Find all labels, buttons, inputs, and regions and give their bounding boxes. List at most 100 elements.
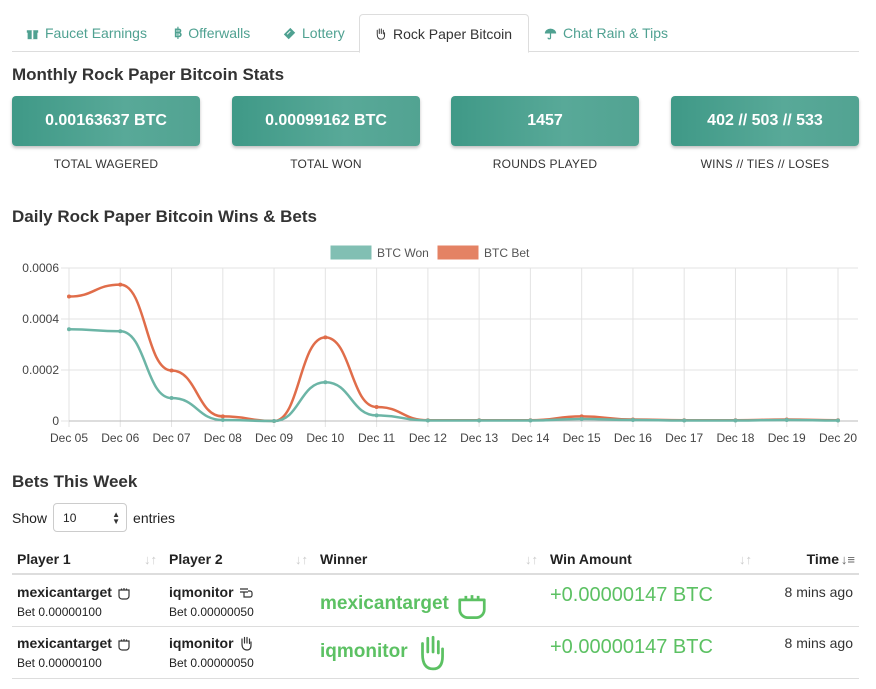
time-cell: 8 mins ago [784, 635, 853, 651]
hand-scissors-icon [239, 588, 253, 598]
player1-name[interactable]: mexicantarget [17, 584, 112, 600]
y-tick-label: 0.0004 [22, 312, 59, 326]
table-row: mexicantarget Bet 0.00000100 iqmonitor B… [12, 576, 859, 627]
player1-cell: mexicantarget [17, 635, 132, 651]
winner-name[interactable]: mexicantarget [320, 593, 449, 614]
entries-label: entries [133, 509, 176, 526]
stat-label: TOTAL WAGERED [53, 157, 159, 171]
x-tick-label: Dec 10 [306, 431, 344, 445]
data-point [169, 368, 174, 373]
column-header-time[interactable]: Time [806, 551, 839, 567]
chart-title: Daily Rock Paper Bitcoin Wins & Bets [12, 207, 317, 226]
data-point [272, 419, 277, 423]
x-tick-label: Dec 15 [563, 431, 601, 445]
sort-icon[interactable]: ↓↑ [144, 552, 157, 567]
player2-name[interactable]: iqmonitor [169, 635, 234, 651]
data-point [67, 294, 71, 299]
data-point [323, 335, 328, 340]
column-header-player1[interactable]: Player 1 [17, 551, 71, 567]
x-tick-label: Dec 18 [716, 431, 754, 445]
stat-value: 0.00163637 BTC [12, 96, 200, 146]
x-tick-label: Dec 16 [614, 431, 652, 445]
hand-rock-icon [458, 595, 486, 619]
data-point [579, 416, 584, 421]
stat-value: 402 // 503 // 533 [671, 96, 859, 146]
column-header-win-amount[interactable]: Win Amount [550, 551, 632, 567]
player1-cell: mexicantarget [17, 584, 132, 600]
x-tick-label: Dec 17 [665, 431, 703, 445]
bets-title: Bets This Week [12, 472, 138, 491]
x-tick-label: Dec 07 [153, 431, 191, 445]
data-point [528, 418, 533, 423]
tab-rock-paper-bitcoin[interactable]: Rock Paper Bitcoin [359, 14, 529, 53]
entries-select[interactable]: 10 ▲ ▼ [53, 503, 128, 532]
legend-label: BTC Won [377, 246, 429, 260]
stat-total-won: 0.00099162 BTC TOTAL WON [232, 96, 420, 171]
data-point [118, 282, 123, 287]
tab-faucet-earnings[interactable]: Faucet Earnings [12, 14, 161, 52]
data-point [374, 413, 379, 418]
table-row: mexicantarget Bet 0.00000100 iqmonitor B… [12, 628, 859, 679]
tab-lottery[interactable]: Lottery [269, 14, 359, 52]
data-point [169, 396, 174, 401]
time-cell: 8 mins ago [784, 584, 853, 600]
hand-paper-icon [240, 636, 252, 651]
x-tick-label: Dec 05 [50, 431, 88, 445]
stat-value: 1457 [451, 96, 639, 146]
data-point [733, 418, 738, 423]
sort-icon[interactable]: ↓↑ [525, 552, 538, 567]
winner-cell: mexicantarget [320, 589, 489, 619]
bitcoin-icon: ฿ [174, 25, 183, 40]
column-header-player2[interactable]: Player 2 [169, 551, 223, 567]
data-point [118, 329, 123, 334]
tab-label: Offerwalls [188, 25, 251, 41]
legend-swatch [437, 245, 479, 260]
data-point [220, 414, 225, 419]
data-point [477, 418, 482, 423]
data-point [374, 404, 379, 409]
x-tick-label: Dec 12 [409, 431, 447, 445]
tab-bar: Faucet Earnings ฿ Offerwalls Lottery Roc… [12, 8, 859, 53]
stats-title: Monthly Rock Paper Bitcoin Stats [12, 65, 285, 84]
winner-name[interactable]: iqmonitor [320, 641, 408, 662]
hand-rock-icon [118, 639, 130, 651]
x-tick-label: Dec 08 [204, 431, 242, 445]
player1-bet: Bet 0.00000100 [17, 656, 102, 670]
y-tick-label: 0.0002 [22, 363, 59, 377]
gift-icon [26, 29, 39, 39]
sort-icon[interactable]: ↓↑ [295, 552, 308, 567]
stat-label: ROUNDS PLAYED [492, 157, 598, 171]
player2-cell: iqmonitor [169, 584, 254, 600]
win-amount: +0.00000147 BTC [550, 584, 713, 606]
stat-value: 0.00099162 BTC [232, 96, 420, 146]
player2-cell: iqmonitor [169, 635, 254, 651]
stat-total-wagered: 0.00163637 BTC TOTAL WAGERED [12, 96, 200, 171]
data-point [784, 417, 789, 422]
player1-name[interactable]: mexicantarget [17, 635, 112, 651]
sort-desc-icon[interactable]: ↓≡ [840, 552, 855, 567]
y-tick-label: 0 [52, 414, 59, 428]
show-label: Show [12, 509, 48, 526]
x-tick-label: Dec 13 [460, 431, 498, 445]
sort-icon[interactable]: ↓↑ [739, 552, 752, 567]
stat-rounds-played: 1457 ROUNDS PLAYED [451, 96, 639, 171]
x-tick-label: Dec 19 [768, 431, 806, 445]
tab-label: Lottery [302, 25, 345, 41]
tab-offerwalls[interactable]: ฿ Offerwalls [160, 14, 264, 52]
player2-name[interactable]: iqmonitor [169, 584, 234, 600]
data-point [630, 417, 635, 422]
legend-swatch [330, 245, 372, 260]
hand-paper-icon [376, 28, 386, 40]
entries-control: Show 10 ▲ ▼ entries [12, 503, 175, 532]
entries-value: 10 [63, 510, 77, 525]
winner-cell: iqmonitor [320, 633, 450, 671]
legend-label: BTC Bet [484, 246, 530, 260]
x-tick-label: Dec 06 [101, 431, 139, 445]
tab-chat-rain-tips[interactable]: Chat Rain & Tips [530, 14, 682, 52]
x-tick-label: Dec 20 [819, 431, 857, 445]
data-point [836, 418, 840, 423]
hand-rock-icon [118, 588, 130, 600]
x-tick-label: Dec 14 [511, 431, 549, 445]
player2-bet: Bet 0.00000050 [169, 605, 254, 619]
column-header-winner[interactable]: Winner [320, 551, 368, 567]
